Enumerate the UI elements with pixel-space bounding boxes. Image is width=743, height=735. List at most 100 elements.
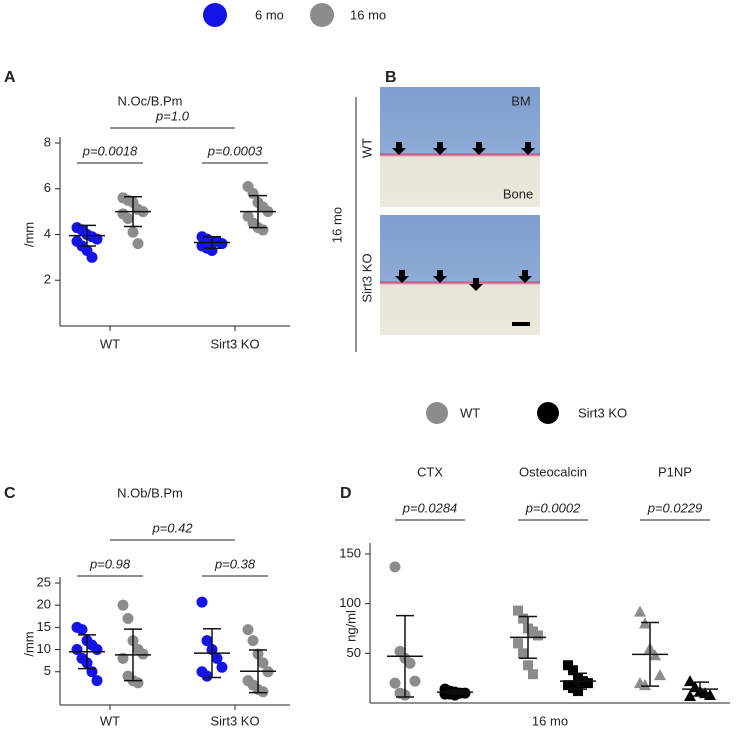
y-tick-label: 6 bbox=[44, 180, 51, 195]
data-point bbox=[137, 648, 149, 660]
category-label: P1NP bbox=[658, 464, 692, 479]
category-label: CTX bbox=[417, 464, 443, 479]
p-value: p=0.38 bbox=[214, 556, 256, 571]
data-point bbox=[257, 657, 269, 669]
y-tick-label: 2 bbox=[44, 272, 51, 287]
p-value: p=0.0018 bbox=[82, 143, 138, 158]
legend-label: 6 mo bbox=[255, 7, 284, 22]
data-point bbox=[573, 686, 583, 697]
legend-label: 16 mo bbox=[350, 7, 386, 22]
y-tick-label: 15 bbox=[37, 619, 51, 634]
y-tick-label: 5 bbox=[44, 663, 51, 678]
data-point bbox=[201, 635, 213, 647]
data-point bbox=[91, 644, 103, 656]
y-tick-label: 4 bbox=[44, 226, 51, 241]
data-point bbox=[389, 677, 401, 689]
data-point bbox=[242, 624, 254, 636]
chart-title: N.Ob/B.Pm bbox=[117, 485, 183, 500]
data-point bbox=[196, 596, 208, 608]
group-label: 16 mo bbox=[329, 207, 344, 243]
region-label: Bone bbox=[503, 186, 533, 201]
data-point bbox=[459, 687, 471, 699]
legend-swatch bbox=[426, 402, 448, 424]
data-point bbox=[533, 630, 543, 641]
legend-swatch bbox=[310, 3, 334, 27]
category-label: WT bbox=[100, 336, 120, 351]
legend-label: WT bbox=[460, 405, 480, 420]
y-tick-label: 150 bbox=[339, 545, 361, 560]
data-point bbox=[409, 675, 421, 687]
data-point bbox=[117, 599, 129, 611]
x-axis-label: 16 mo bbox=[532, 713, 568, 728]
data-point bbox=[513, 605, 523, 616]
data-point bbox=[127, 226, 139, 238]
y-tick-label: 25 bbox=[37, 574, 51, 589]
data-point bbox=[404, 657, 416, 669]
data-point bbox=[523, 660, 533, 671]
p-value: p=0.98 bbox=[89, 556, 131, 571]
data-point bbox=[122, 612, 134, 624]
y-tick-label: 50 bbox=[347, 645, 361, 660]
data-point bbox=[122, 212, 134, 224]
p-value: p=0.0003 bbox=[207, 143, 263, 158]
y-axis-label: ng/ml bbox=[343, 610, 358, 642]
category-label: Osteocalcin bbox=[519, 464, 587, 479]
p-value: p=1.0 bbox=[155, 108, 190, 123]
data-point bbox=[684, 675, 696, 687]
data-point bbox=[117, 652, 129, 664]
row-label: Sirt3 KO bbox=[359, 253, 374, 302]
legend-swatch bbox=[203, 3, 227, 27]
p-value: p=0.0229 bbox=[647, 500, 703, 515]
category-label: Sirt3 KO bbox=[210, 713, 259, 728]
data-point bbox=[568, 665, 578, 676]
data-point bbox=[76, 624, 88, 636]
arrows bbox=[392, 142, 535, 291]
scale-bar bbox=[512, 322, 530, 326]
y-tick-label: 8 bbox=[44, 134, 51, 149]
data-point bbox=[216, 661, 228, 673]
data-point bbox=[216, 238, 228, 250]
row-label: WT bbox=[359, 138, 374, 158]
data-point bbox=[86, 251, 98, 263]
data-point bbox=[201, 670, 213, 682]
data-point bbox=[684, 690, 696, 702]
p-value: p=0.0002 bbox=[525, 500, 581, 515]
data-point bbox=[518, 613, 528, 624]
data-point bbox=[639, 679, 651, 691]
category-label: Sirt3 KO bbox=[210, 336, 259, 351]
y-tick-label: 100 bbox=[339, 595, 361, 610]
data-point bbox=[257, 224, 269, 236]
data-point bbox=[389, 561, 401, 573]
y-axis-label: /mm bbox=[21, 631, 36, 656]
histology-image bbox=[380, 87, 540, 207]
data-point bbox=[211, 652, 223, 664]
category-label: WT bbox=[100, 713, 120, 728]
p-value: p=0.0284 bbox=[402, 500, 458, 515]
data-point bbox=[518, 648, 528, 659]
data-point bbox=[704, 689, 716, 701]
panel-letter: D bbox=[340, 485, 352, 502]
p-value: p=0.42 bbox=[151, 520, 193, 535]
panel-b: B 16 mo WT Sirt3 KO BM Bone bbox=[329, 69, 540, 352]
panel-letter: C bbox=[4, 485, 16, 502]
y-axis-label: /mm bbox=[21, 222, 36, 247]
chart-title: N.Oc/B.Pm bbox=[117, 93, 182, 108]
data-point bbox=[132, 677, 144, 689]
data-point bbox=[247, 635, 259, 647]
data-point bbox=[132, 238, 144, 250]
legend-label: Sirt3 KO bbox=[578, 405, 627, 420]
panel-letter: B bbox=[385, 69, 397, 86]
data-point bbox=[634, 605, 646, 617]
data-point bbox=[528, 669, 538, 680]
data-point bbox=[91, 675, 103, 687]
data-point bbox=[257, 686, 269, 698]
data-point bbox=[513, 638, 523, 649]
data-point bbox=[583, 678, 593, 689]
region-label: BM bbox=[511, 93, 531, 108]
y-tick-label: 20 bbox=[37, 597, 51, 612]
panel-letter: A bbox=[4, 69, 16, 86]
histology-image bbox=[380, 215, 540, 335]
data-point bbox=[654, 669, 666, 681]
y-tick-label: 10 bbox=[37, 641, 51, 656]
